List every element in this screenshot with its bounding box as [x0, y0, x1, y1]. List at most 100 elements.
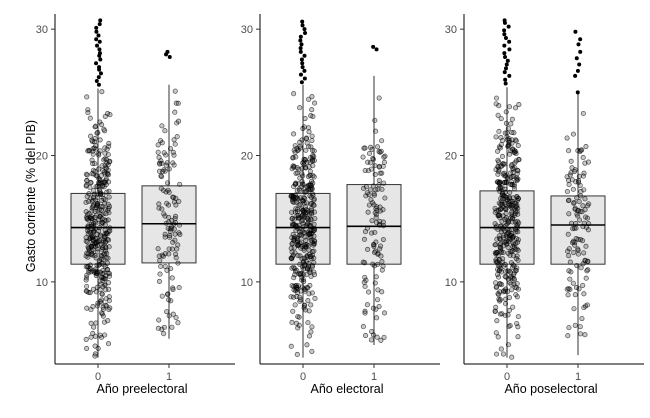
data-point	[515, 324, 521, 330]
data-point	[572, 205, 578, 211]
outlier-point	[575, 90, 580, 95]
data-point	[293, 181, 299, 187]
data-point	[580, 203, 586, 209]
data-point	[309, 137, 315, 144]
data-point	[504, 130, 510, 136]
data-point	[307, 267, 313, 273]
data-point	[513, 158, 519, 164]
data-point	[102, 156, 108, 162]
data-point	[98, 334, 105, 340]
data-point	[90, 330, 96, 337]
outlier-point	[298, 38, 303, 43]
data-point	[96, 166, 102, 172]
outlier-point	[302, 53, 307, 58]
data-point	[290, 193, 296, 199]
data-point	[103, 248, 109, 254]
data-point	[309, 191, 316, 197]
outlier-point	[502, 70, 507, 75]
data-point	[381, 310, 388, 316]
data-point	[297, 298, 303, 304]
data-point	[493, 95, 500, 101]
data-point	[170, 239, 176, 245]
data-point	[310, 157, 316, 163]
data-point	[510, 243, 516, 249]
data-point	[84, 345, 90, 351]
data-point	[308, 302, 314, 308]
data-point	[368, 144, 374, 150]
box-group-0	[275, 19, 331, 358]
data-point	[509, 162, 515, 168]
data-point	[290, 231, 296, 237]
data-point	[379, 267, 385, 273]
data-point	[162, 234, 168, 240]
outlier-point	[502, 51, 507, 56]
data-point	[159, 123, 165, 129]
data-point	[492, 205, 498, 211]
data-point	[83, 238, 89, 244]
y-axis-title: Gasto corriente (% del PIB)	[24, 120, 38, 272]
data-point	[297, 188, 303, 194]
data-point	[96, 206, 103, 212]
data-point	[365, 209, 371, 215]
data-point	[98, 233, 104, 239]
x-tick-label: 0	[504, 371, 510, 383]
data-point	[106, 273, 112, 279]
data-point	[307, 168, 313, 174]
data-point	[574, 262, 580, 269]
data-point	[169, 246, 175, 252]
data-point	[577, 182, 583, 188]
data-point	[97, 269, 103, 275]
data-point	[88, 216, 94, 222]
data-point	[90, 203, 96, 209]
data-point	[379, 138, 385, 144]
data-point	[88, 320, 94, 326]
data-point	[566, 211, 572, 217]
data-point	[497, 242, 503, 248]
data-point	[289, 283, 295, 289]
data-point	[571, 306, 577, 312]
data-point	[510, 304, 516, 310]
data-point	[511, 270, 517, 276]
data-point	[379, 170, 385, 176]
data-point	[96, 239, 102, 245]
y-tick-label: 30	[241, 24, 253, 36]
data-point	[310, 163, 316, 169]
data-point	[514, 218, 521, 224]
data-point	[164, 309, 170, 315]
data-point	[305, 297, 311, 304]
data-point	[169, 224, 175, 230]
data-point	[373, 128, 379, 134]
data-point	[577, 237, 584, 243]
x-tick-label: 1	[371, 371, 377, 383]
data-point	[578, 265, 584, 271]
data-point	[368, 337, 374, 343]
data-point	[301, 247, 307, 253]
data-point	[377, 204, 383, 210]
data-point	[159, 206, 165, 212]
data-point	[495, 148, 501, 154]
data-point	[505, 342, 511, 348]
data-point	[499, 198, 505, 204]
data-point	[311, 255, 317, 261]
data-point	[90, 237, 96, 243]
data-point	[292, 302, 298, 308]
x-tick-label: 0	[300, 371, 306, 383]
data-point	[365, 159, 371, 165]
data-point	[174, 134, 180, 140]
data-point	[374, 144, 381, 150]
data-point	[585, 258, 591, 265]
data-point	[289, 209, 295, 215]
data-point	[166, 166, 172, 172]
data-point	[369, 230, 375, 236]
data-point	[512, 200, 518, 206]
data-point	[566, 182, 572, 188]
data-point	[494, 250, 500, 256]
data-point	[171, 137, 177, 143]
data-point	[370, 261, 376, 267]
outlier-point	[98, 18, 103, 23]
data-point	[381, 154, 387, 160]
data-point	[376, 177, 382, 183]
data-point	[166, 214, 172, 220]
data-point	[505, 126, 511, 132]
